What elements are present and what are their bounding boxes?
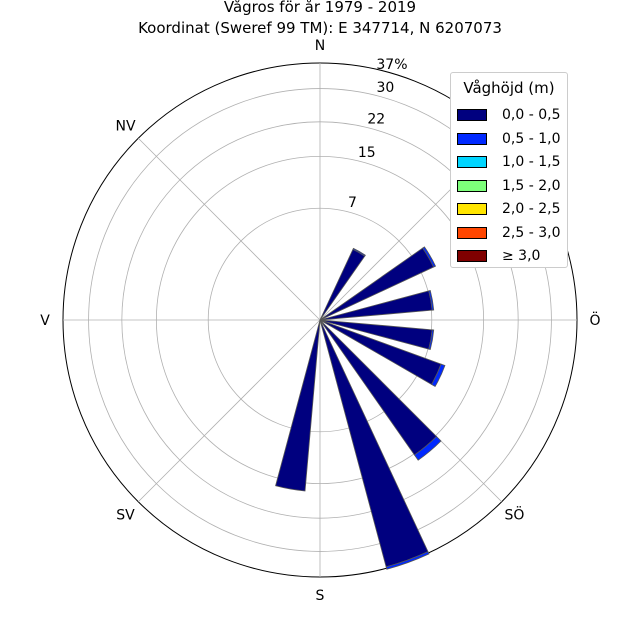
legend-label: 2,0 - 2,5	[502, 201, 561, 217]
legend-label: ≥ 3,0	[502, 248, 541, 264]
direction-label: V	[40, 313, 50, 329]
radial-tick-label: 15	[358, 145, 376, 161]
direction-label: S	[316, 588, 325, 604]
legend-swatch	[457, 179, 487, 192]
grid-spoke	[137, 319, 321, 503]
direction-label: SÖ	[505, 505, 525, 523]
rose-bar-segment	[275, 319, 321, 492]
direction-label: NV	[116, 119, 136, 135]
rose-bar-segment	[413, 435, 442, 461]
legend-label: 1,5 - 2,0	[502, 177, 561, 194]
rose-bar-segment	[428, 329, 435, 351]
rose-bar-segment	[385, 551, 430, 570]
legend: Våghöjd (m) 0,0 - 0,5 0,5 - 1,0 1,0 - 1,5 1…	[450, 72, 568, 268]
radial-tick-label: 22	[367, 112, 385, 128]
radial-tick-label: 30	[377, 80, 395, 96]
legend-item: 2,5 - 3,0	[457, 224, 560, 242]
rose-bar-segment	[428, 289, 435, 311]
legend-swatch	[457, 250, 487, 262]
legend-label: 0,5 - 1,0	[502, 130, 561, 147]
rose-bar-segment	[431, 363, 446, 388]
direction-label: SV	[116, 507, 135, 523]
legend-item: 2,0 - 2,5	[457, 200, 560, 218]
legend-item: 0,5 - 1,0	[457, 130, 560, 148]
rose-bar-segment	[422, 246, 437, 268]
legend-swatch	[457, 203, 487, 215]
legend-item: 1,0 - 1,5	[457, 153, 560, 171]
legend-item: ≥ 3,0	[457, 247, 540, 265]
direction-label: N	[315, 38, 325, 54]
legend-label: 2,5 - 3,0	[502, 224, 561, 241]
legend-label: 0,0 - 0,5	[502, 107, 561, 123]
rose-bars	[275, 246, 446, 570]
direction-label: Ö	[589, 311, 600, 329]
legend-item: 1,5 - 2,0	[457, 177, 560, 195]
legend-swatch	[457, 156, 487, 168]
radial-tick-label: 37%	[376, 57, 407, 73]
legend-swatch	[457, 132, 487, 145]
rose-bar-segment	[352, 247, 366, 257]
radial-tick-label: 7	[348, 195, 357, 211]
chart-title: Vågros för år 1979 - 2019	[223, 0, 417, 16]
legend-label: 1,0 - 1,5	[502, 154, 561, 170]
legend-swatch	[457, 109, 487, 121]
grid-spoke	[137, 137, 321, 321]
legend-item: 0,0 - 0,5	[457, 106, 560, 124]
legend-swatch	[457, 226, 487, 239]
legend-title: Våghöjd (m)	[463, 79, 555, 97]
chart-subtitle: Koordinat (Sweref 99 TM): E 347714, N 62…	[138, 19, 502, 37]
